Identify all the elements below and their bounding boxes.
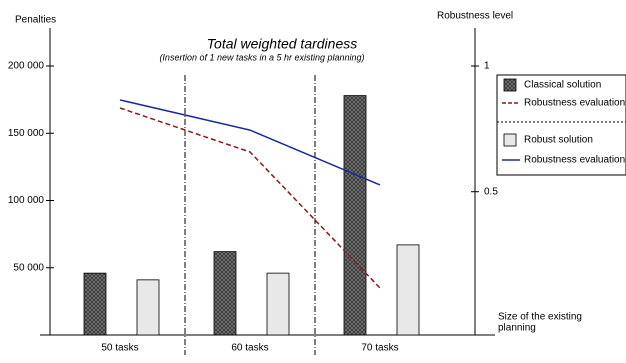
legend (496, 74, 626, 176)
line (119, 99, 381, 186)
legend-swatch (503, 133, 517, 147)
bar (136, 279, 160, 336)
bar (266, 272, 290, 336)
line (119, 107, 381, 289)
bar (83, 272, 107, 336)
bar (213, 251, 237, 336)
y-tick-label: 100 000 (8, 195, 45, 206)
y2-axis-label: Robustness level (437, 11, 513, 22)
x-axis-label: planning (498, 323, 536, 334)
x-tick-label: 60 tasks (231, 343, 268, 354)
y-tick-label: 150 000 (8, 128, 45, 139)
bar (343, 95, 367, 336)
legend-label: Classical solution (524, 80, 601, 91)
legend-swatch (503, 78, 517, 92)
legend-label: Robustness evaluation (524, 155, 625, 166)
y-axis-label: Penalties (15, 15, 56, 26)
y2-tick-label: 0.5 (484, 186, 498, 197)
legend-label: Robust solution (524, 135, 593, 146)
chart-subtitle: (Insertion of 1 new tasks in a 5 hr exis… (159, 52, 364, 62)
y-tick-label: 200 000 (8, 61, 45, 72)
legend-label: Robustness evaluation (524, 98, 625, 109)
y-tick-label: 50 000 (13, 262, 44, 273)
x-tick-label: 70 tasks (361, 343, 398, 354)
x-axis-label: Size of the existing (498, 312, 582, 323)
chart-title: Total weighted tardiness (207, 36, 357, 52)
y2-tick-label: 1 (484, 61, 490, 72)
x-tick-label: 50 tasks (101, 343, 138, 354)
bar (396, 244, 420, 336)
